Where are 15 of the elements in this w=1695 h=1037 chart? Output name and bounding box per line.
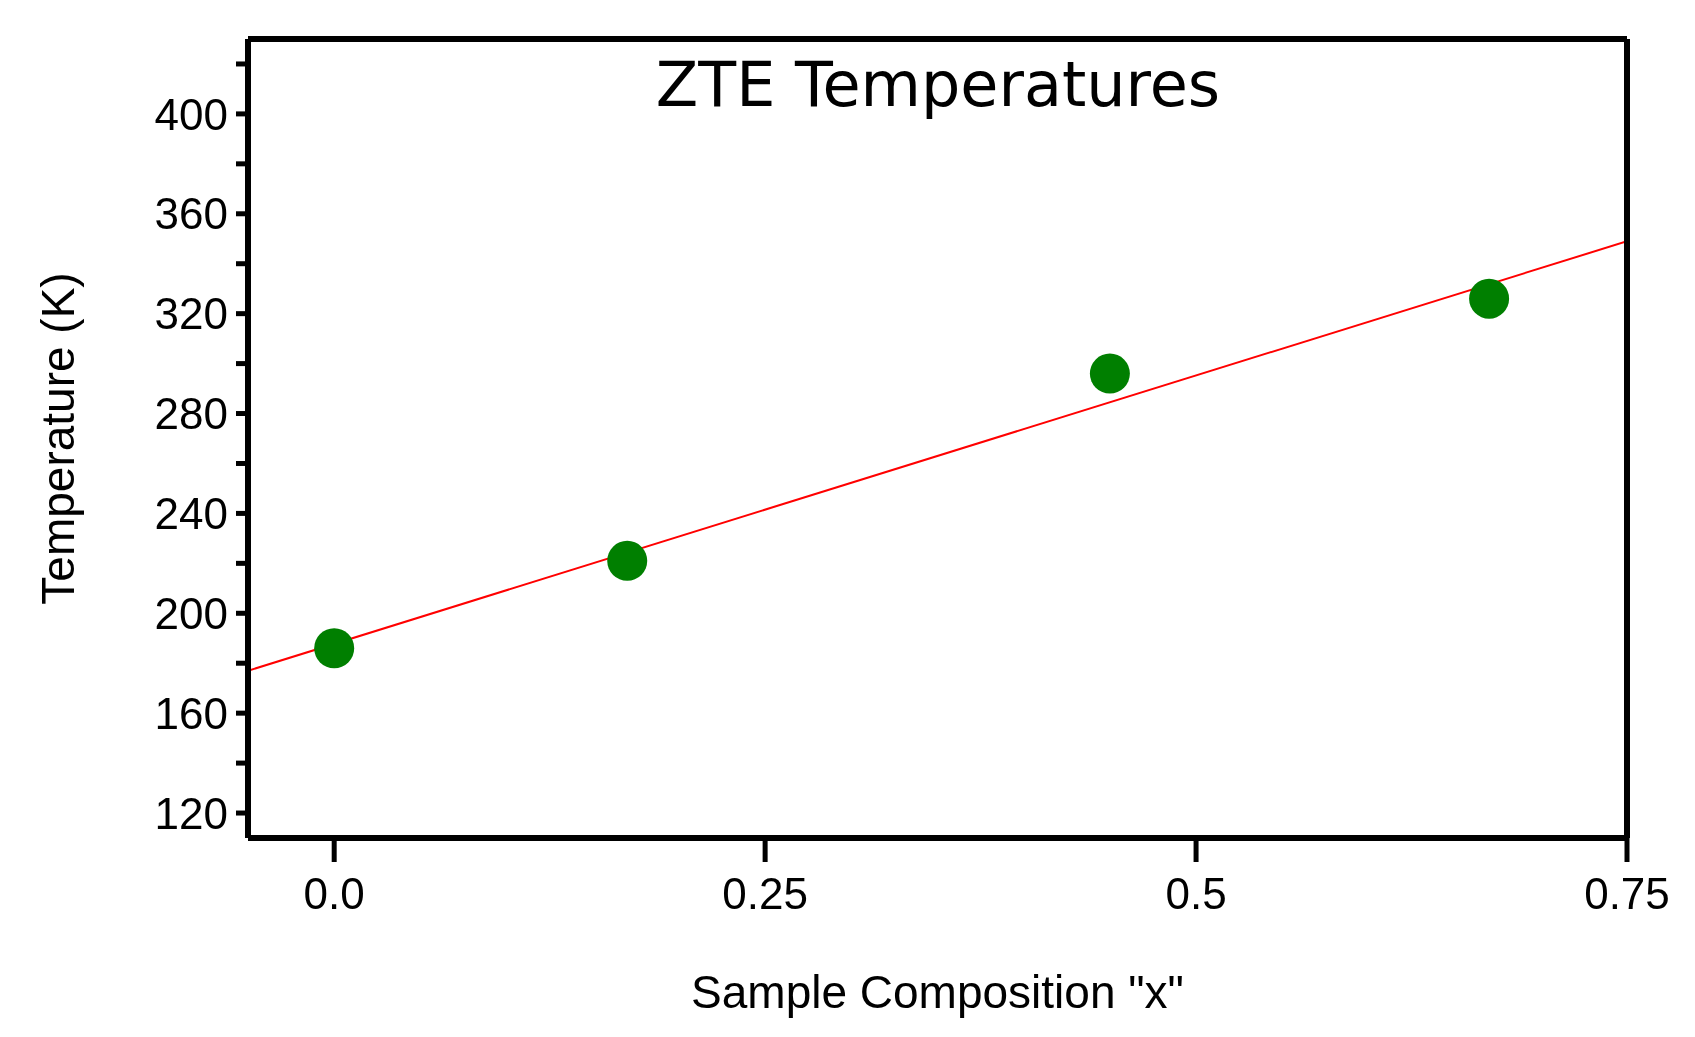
y-axis-title: Temperature (K) xyxy=(32,272,85,605)
y-tick-label: 400 xyxy=(154,89,228,139)
y-tick-label: 240 xyxy=(154,489,228,539)
y-tick-label: 160 xyxy=(154,688,228,738)
x-tick-label: 0.0 xyxy=(303,869,365,919)
y-tick-label: 280 xyxy=(154,389,228,439)
x-tick-label: 0.75 xyxy=(1584,869,1670,919)
x-axis-title: Sample Composition "x" xyxy=(691,966,1184,1018)
y-tick-label: 360 xyxy=(154,189,228,239)
y-tick-label: 120 xyxy=(154,788,228,838)
chart-title: ZTE Temperatures xyxy=(654,48,1222,121)
y-tick-label: 200 xyxy=(154,588,228,638)
x-tick-label: 0.5 xyxy=(1165,869,1227,919)
x-tick-label: 0.25 xyxy=(722,869,808,919)
y-tick-label: 320 xyxy=(154,289,228,339)
